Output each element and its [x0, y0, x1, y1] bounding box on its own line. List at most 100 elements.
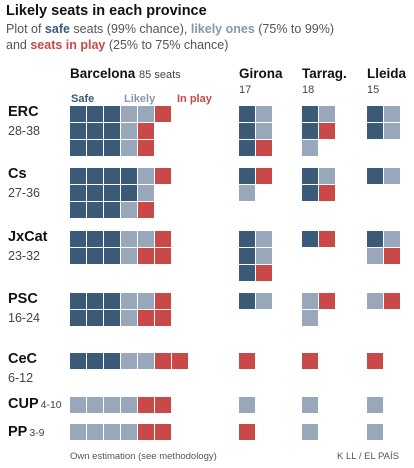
province-seats-lleida: 15	[367, 84, 380, 96]
party-name-cec: CeC	[8, 351, 38, 367]
seat-square-likely	[121, 140, 137, 156]
seat-square-in-play	[155, 397, 171, 413]
subtitle-in-play: seats in play	[30, 38, 106, 52]
seat-square-likely	[121, 248, 137, 264]
seat-square-likely	[384, 168, 400, 184]
party-range-cup: 4-10	[40, 399, 62, 411]
seat-square-safe	[302, 231, 318, 247]
seat-square-safe	[87, 231, 103, 247]
seat-square-in-play	[138, 140, 154, 156]
seat-square-safe	[302, 168, 318, 184]
seat-square-likely	[384, 123, 400, 139]
seat-square-likely	[104, 424, 120, 440]
seat-square-safe	[239, 123, 255, 139]
seat-square-safe	[239, 248, 255, 264]
seat-square-likely	[367, 397, 383, 413]
seat-square-safe	[104, 123, 120, 139]
seat-square-safe	[87, 293, 103, 309]
seat-square-in-play	[239, 424, 255, 440]
seat-square-likely	[121, 353, 137, 369]
party-name-cs: Cs	[8, 166, 27, 182]
seat-square-likely	[302, 310, 318, 326]
seat-square-safe	[367, 168, 383, 184]
seat-square-in-play	[172, 353, 188, 369]
province-name-lleida: Lleida	[367, 66, 407, 81]
seat-square-safe	[367, 123, 383, 139]
seat-square-likely	[138, 353, 154, 369]
seat-square-in-play	[319, 293, 335, 309]
subtitle-text: seats (99% chance),	[69, 22, 191, 36]
subtitle-likely: likely ones	[190, 22, 255, 36]
seat-square-safe	[87, 168, 103, 184]
province-seats-girona: 17	[239, 84, 252, 96]
province-seats: 85 seats	[139, 69, 181, 81]
seat-square-likely	[138, 168, 154, 184]
party-name-jxcat: JxCat	[8, 229, 48, 245]
subtitle-safe: safe	[44, 22, 70, 36]
seat-square-safe	[87, 202, 103, 218]
seat-square-likely	[256, 293, 272, 309]
seat-square-safe	[239, 293, 255, 309]
seat-square-likely	[256, 231, 272, 247]
seat-square-likely	[256, 248, 272, 264]
seat-square-likely	[256, 106, 272, 122]
seat-square-safe	[121, 168, 137, 184]
seat-square-safe	[104, 168, 120, 184]
seat-square-safe	[87, 140, 103, 156]
seat-square-safe	[87, 310, 103, 326]
seat-square-likely	[121, 397, 137, 413]
seat-square-in-play	[155, 353, 171, 369]
chart-subtitle-line-1: Plot of safe seats (99% chance), likely …	[6, 22, 334, 36]
seat-square-in-play	[138, 310, 154, 326]
seat-square-safe	[104, 140, 120, 156]
seat-square-in-play	[319, 123, 335, 139]
seat-square-in-play	[155, 106, 171, 122]
seat-square-safe	[121, 185, 137, 201]
party-name-cup: CUP 4-10	[8, 396, 62, 412]
subtitle-text: Plot of	[6, 22, 45, 36]
seat-square-likely	[384, 106, 400, 122]
subtitle-text: (25% to 75% chance)	[105, 38, 229, 52]
seat-square-in-play	[155, 248, 171, 264]
party-name: PP	[8, 424, 28, 440]
seat-square-likely	[70, 397, 86, 413]
seat-square-likely	[367, 293, 383, 309]
footer-source-note: Own estimation (see methodology)	[70, 451, 217, 462]
legend-in-play: In play	[177, 93, 212, 105]
seat-square-likely	[121, 231, 137, 247]
seat-square-in-play	[138, 424, 154, 440]
party-name: CUP	[8, 396, 39, 412]
seat-square-in-play	[256, 168, 272, 184]
seat-square-safe	[367, 231, 383, 247]
seat-square-safe	[239, 265, 255, 281]
party-name-pp: PP 3-9	[8, 424, 45, 440]
province-name: Barcelona	[70, 66, 136, 81]
province-name-girona: Girona	[239, 66, 283, 81]
seat-square-safe	[87, 248, 103, 264]
seat-square-in-play	[384, 248, 400, 264]
seat-square-safe	[70, 106, 86, 122]
seat-square-safe	[87, 106, 103, 122]
seat-square-safe	[302, 185, 318, 201]
seat-square-likely	[138, 106, 154, 122]
subtitle-text: (75% to 99%)	[254, 22, 335, 36]
seat-square-safe	[70, 293, 86, 309]
footer-credit: K LL / EL PAÍS	[337, 451, 399, 462]
seat-square-likely	[138, 231, 154, 247]
seat-square-safe	[70, 248, 86, 264]
seat-square-in-play	[155, 310, 171, 326]
seat-square-in-play	[302, 353, 318, 369]
party-range-erc: 28-38	[8, 124, 40, 138]
seat-square-likely	[121, 293, 137, 309]
seat-square-safe	[70, 231, 86, 247]
seat-square-likely	[302, 424, 318, 440]
seat-square-safe	[104, 353, 120, 369]
party-range-pp: 3-9	[29, 427, 45, 439]
seat-square-in-play	[138, 248, 154, 264]
seat-square-likely	[138, 293, 154, 309]
seat-square-safe	[104, 293, 120, 309]
seat-square-safe	[239, 140, 255, 156]
subtitle-text: and	[6, 38, 31, 52]
seat-square-safe	[367, 106, 383, 122]
